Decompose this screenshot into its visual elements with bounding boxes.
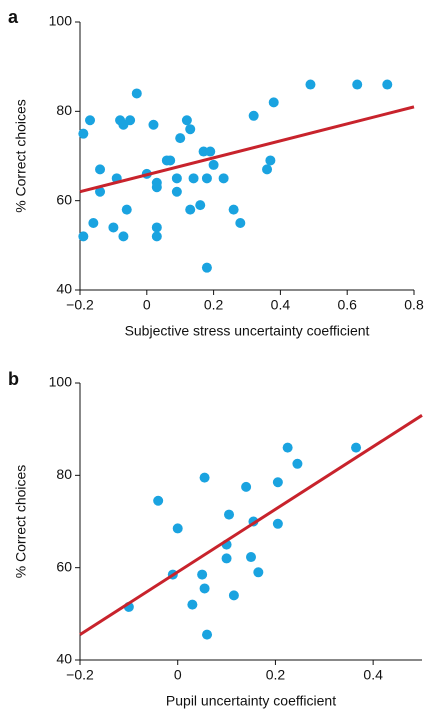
point xyxy=(195,200,206,211)
point xyxy=(172,523,183,534)
point xyxy=(131,88,142,99)
point xyxy=(208,159,219,170)
point xyxy=(253,567,264,578)
y-tick-label: 80 xyxy=(56,102,72,118)
point xyxy=(246,552,256,563)
x-tick-label: 0.2 xyxy=(204,297,224,313)
point xyxy=(151,177,162,188)
point xyxy=(181,115,192,126)
y-tick-label: 100 xyxy=(49,374,73,390)
y-tick-label: 60 xyxy=(56,191,72,207)
point xyxy=(118,231,129,242)
point xyxy=(201,262,212,273)
point xyxy=(78,231,89,242)
point xyxy=(228,590,239,601)
x-axis-label: Pupil uncertainty coefficient xyxy=(166,693,336,709)
point xyxy=(241,481,252,492)
x-tick-label: 0 xyxy=(143,297,151,313)
x-tick-label: 0.4 xyxy=(363,667,383,683)
point xyxy=(201,173,212,184)
point xyxy=(218,173,229,184)
point xyxy=(382,79,393,90)
fit-line xyxy=(79,105,415,194)
point xyxy=(235,218,246,228)
y-tick-label: 60 xyxy=(56,558,72,574)
point xyxy=(185,124,196,135)
point xyxy=(95,164,106,175)
x-axis-label: Subjective stress uncertainty coefficien… xyxy=(125,323,370,339)
x-tick-label: 0.4 xyxy=(271,297,291,313)
point xyxy=(187,599,198,610)
y-tick-label: 40 xyxy=(56,281,72,297)
point xyxy=(188,173,199,184)
x-tick-label: 0 xyxy=(174,667,182,683)
point xyxy=(272,477,283,488)
point xyxy=(121,204,132,215)
point xyxy=(199,472,210,483)
x-tick-label: 0.6 xyxy=(337,297,357,313)
point xyxy=(262,164,273,175)
point xyxy=(268,97,279,108)
fit-line xyxy=(79,414,423,636)
point xyxy=(351,442,362,453)
point xyxy=(352,79,363,90)
point xyxy=(199,583,210,594)
point xyxy=(175,133,186,144)
point xyxy=(151,222,162,233)
x-tick-label: 0.2 xyxy=(266,667,286,683)
y-axis-label: % Correct choices xyxy=(13,465,29,579)
point xyxy=(248,110,259,121)
point xyxy=(148,119,159,130)
point xyxy=(85,115,96,126)
y-tick-label: 100 xyxy=(49,13,73,29)
point xyxy=(265,155,276,166)
point xyxy=(197,569,208,580)
point xyxy=(151,231,162,242)
x-tick-label: −0.2 xyxy=(66,667,94,683)
y-axis-label: % Correct choices xyxy=(13,99,29,213)
point xyxy=(228,204,239,215)
point xyxy=(205,146,216,157)
panel-label: a xyxy=(8,7,19,27)
point xyxy=(171,186,182,197)
point xyxy=(292,458,303,469)
point xyxy=(78,128,89,139)
point xyxy=(108,222,119,233)
point xyxy=(153,495,164,506)
point xyxy=(202,629,213,640)
x-tick-label: −0.2 xyxy=(66,297,94,313)
x-tick-label: 0.8 xyxy=(404,297,424,313)
point xyxy=(171,173,182,184)
point xyxy=(95,186,106,197)
point xyxy=(165,155,176,166)
y-tick-label: 40 xyxy=(56,651,72,667)
point xyxy=(125,115,136,126)
point xyxy=(272,518,283,529)
panel-label: b xyxy=(8,369,19,389)
point xyxy=(224,509,235,520)
point xyxy=(282,442,293,453)
point xyxy=(185,204,196,215)
y-tick-label: 80 xyxy=(56,466,72,482)
point xyxy=(221,553,232,564)
point xyxy=(88,218,99,228)
point xyxy=(305,79,316,90)
